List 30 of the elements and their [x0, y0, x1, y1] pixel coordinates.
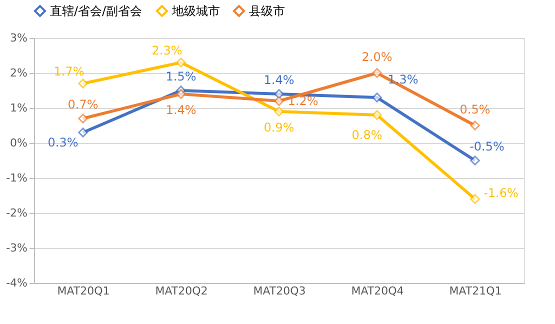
data-label: 0.5%	[460, 102, 490, 116]
data-label: 0.8%	[352, 128, 382, 142]
x-tick-label: MAT21Q1	[449, 284, 502, 298]
data-label: 1.5%	[166, 70, 196, 84]
y-tick-label: 3%	[10, 32, 28, 44]
data-label: 1.4%	[264, 73, 294, 87]
y-tick-label: 1%	[10, 102, 28, 114]
data-label: 1.4%	[166, 103, 196, 117]
data-label: 0.3%	[48, 136, 78, 150]
y-tick-label: -1%	[6, 172, 28, 184]
data-label: 2.0%	[362, 50, 392, 64]
x-tick-label: MAT20Q3	[253, 284, 306, 298]
legend-label: 县级市	[249, 4, 285, 18]
y-tick-label: -3%	[6, 242, 28, 254]
x-tick-label: MAT20Q1	[57, 284, 110, 298]
data-label: 1.3%	[388, 72, 418, 86]
x-tick-label: MAT20Q2	[155, 284, 208, 298]
legend-label: 地级城市	[171, 4, 220, 18]
data-label: 0.7%	[68, 98, 98, 112]
x-tick-label: MAT20Q4	[351, 284, 404, 298]
y-tick-label: -4%	[6, 276, 28, 290]
data-label: 2.3%	[152, 44, 182, 58]
y-tick-label: 2%	[10, 66, 28, 80]
y-tick-label: 0%	[10, 136, 28, 150]
data-label: -0.5%	[470, 140, 504, 154]
data-label: -1.6%	[484, 186, 518, 200]
data-label: 1.7%	[54, 64, 84, 78]
data-label: 0.9%	[264, 120, 294, 134]
legend-label: 直辖/省会/副省会	[50, 4, 142, 18]
y-tick-label: -2%	[6, 206, 28, 220]
